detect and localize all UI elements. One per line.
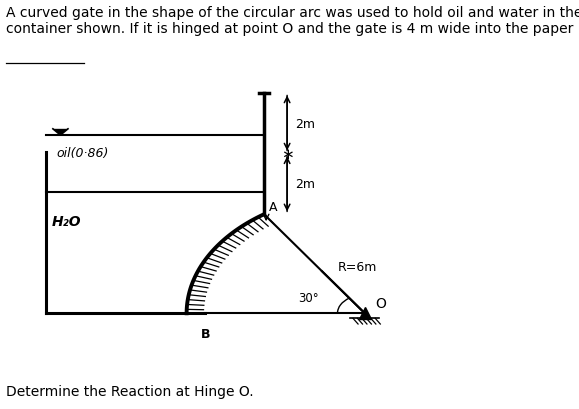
Text: 2m: 2m [295, 117, 314, 130]
Text: Determine the Reaction at Hinge O.: Determine the Reaction at Hinge O. [6, 384, 254, 398]
Text: B: B [200, 328, 210, 341]
Text: A curved gate in the shape of the circular arc was used to hold oil and water in: A curved gate in the shape of the circul… [6, 6, 579, 36]
Text: oil(0·86): oil(0·86) [56, 147, 109, 160]
Text: $\ast$: $\ast$ [281, 146, 294, 162]
Text: R=6m: R=6m [338, 261, 377, 274]
Text: A: A [269, 200, 277, 213]
Text: O: O [375, 297, 386, 311]
Text: H₂O: H₂O [52, 215, 82, 229]
Polygon shape [53, 130, 68, 136]
Text: 30°: 30° [298, 292, 319, 305]
Text: 2m: 2m [295, 178, 314, 191]
